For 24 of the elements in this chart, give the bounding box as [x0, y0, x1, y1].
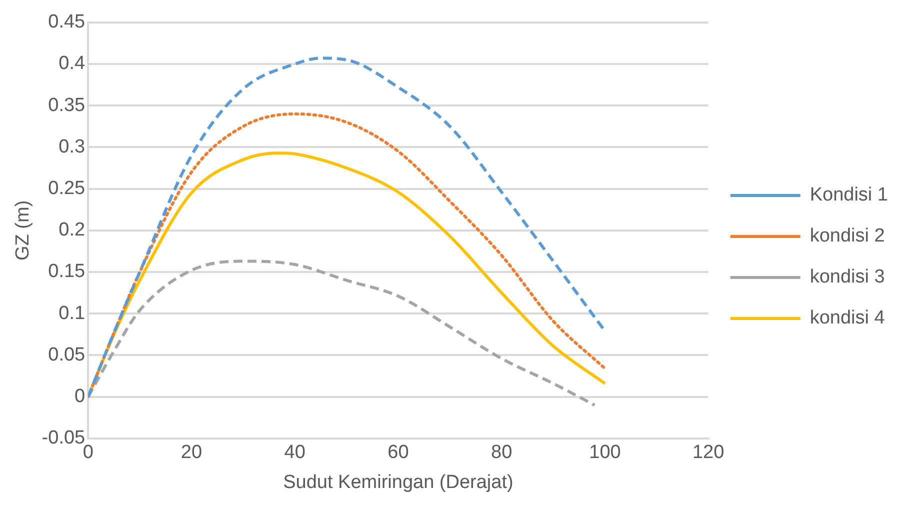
y-tick-label: 0: [74, 386, 86, 408]
y-tick-label: 0.2: [58, 220, 86, 241]
legend-label: kondisi 3: [810, 266, 885, 288]
legend-label: kondisi 2: [810, 226, 885, 247]
y-tick-label: 0.1: [58, 302, 86, 324]
x-axis-title: Sudut Kemiringan (Derajat): [283, 472, 514, 493]
y-tick-label: 0.4: [58, 53, 86, 74]
y-tick-label: 0.15: [48, 261, 86, 282]
y-tick-label: 0.3: [58, 136, 86, 158]
y-tick-label: 0.45: [48, 12, 86, 33]
x-tick-label: 100: [589, 442, 621, 464]
x-tick-label: 60: [388, 442, 409, 464]
legend-label: Kondisi 1: [810, 184, 888, 206]
y-tick-label: 0.05: [48, 344, 86, 366]
y-tick-label: 0.35: [48, 94, 86, 116]
x-tick-label: 40: [284, 442, 306, 464]
x-tick-label: 80: [491, 442, 512, 464]
legend-label: kondisi 4: [810, 308, 886, 329]
x-tick-label: 120: [692, 442, 724, 464]
x-tick-label: 20: [180, 442, 202, 464]
line-series: [88, 56, 606, 398]
y-tick-label: 0.25: [48, 178, 86, 200]
line-series: [88, 260, 596, 407]
y-axis-title: GZ (m): [12, 200, 34, 260]
